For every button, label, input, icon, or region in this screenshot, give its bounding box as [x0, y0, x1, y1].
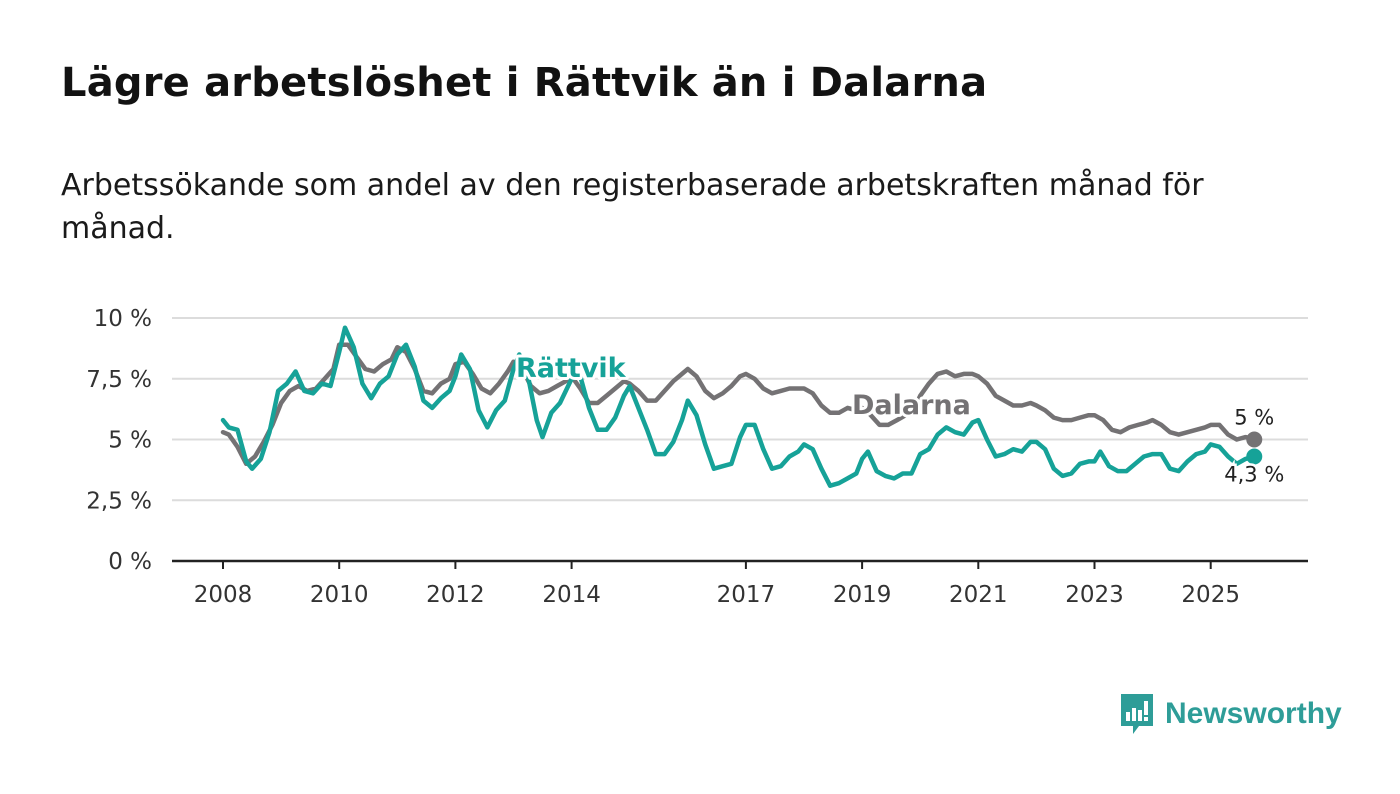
x-tick-label: 2021: [949, 582, 1008, 608]
end-label-rattvik: 4,3 %: [1224, 463, 1284, 487]
x-tick-label: 2010: [310, 582, 369, 608]
y-axis-tick-labels: 0 % 2,5 % 5 % 7,5 % 10 %: [86, 306, 152, 575]
series-labels: Dalarna Rättvik 5 % 4,3 %: [513, 350, 1287, 489]
newsworthy-logo: Newsworthy: [1119, 690, 1342, 738]
x-tick-label: 2012: [426, 582, 485, 608]
end-point-rattvik: [1246, 448, 1263, 465]
y-tick-label: 2,5 %: [86, 488, 152, 514]
x-tick-label: 2025: [1181, 582, 1240, 608]
chart-title: Lägre arbetslöshet i Rättvik än i Dalarn…: [61, 60, 988, 106]
brand-name: Newsworthy: [1165, 697, 1342, 730]
series-line-dalarna: [220, 342, 1257, 467]
series-lines: [220, 325, 1263, 488]
end-label-dalarna: 5 %: [1234, 406, 1274, 430]
x-tick-label: 2008: [194, 582, 253, 608]
x-axis-tick-labels: 2008 2010 2012 2014 2017 2019 2021 2023 2025: [194, 561, 1240, 608]
x-tick-label: 2019: [833, 582, 892, 608]
y-tick-label: 0 %: [108, 549, 152, 575]
series-label-rattvik: Rättvik: [516, 353, 627, 384]
series-line-rattvik: [220, 325, 1257, 488]
newsworthy-bar-chart-icon: [1121, 694, 1153, 734]
y-tick-label: 5 %: [108, 428, 152, 454]
y-tick-label: 10 %: [94, 306, 152, 332]
series-label-dalarna: Dalarna: [852, 390, 971, 421]
x-tick-label: 2023: [1065, 582, 1124, 608]
x-tick-label: 2017: [717, 582, 776, 608]
x-tick-label: 2014: [542, 582, 601, 608]
chart-subtitle: Arbetssökande som andel av den registerb…: [61, 168, 1204, 246]
end-point-dalarna: [1246, 431, 1263, 448]
y-tick-label: 7,5 %: [86, 367, 152, 393]
